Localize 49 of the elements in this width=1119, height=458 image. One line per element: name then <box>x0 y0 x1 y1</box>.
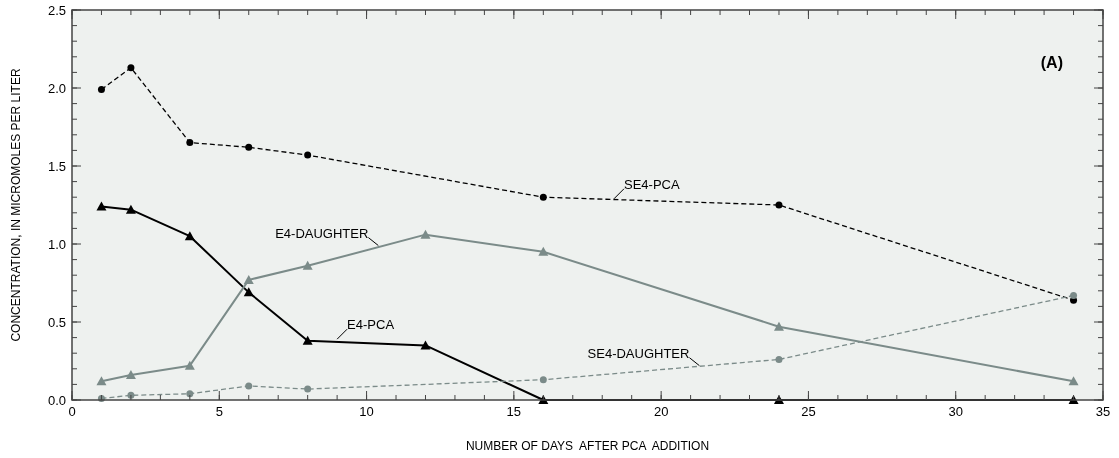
annotation: E4-DAUGHTER <box>275 225 369 241</box>
point <box>420 229 431 239</box>
x-axis-title: NUMBER OF DAYS AFTER PCA ADDITION <box>465 439 710 453</box>
y-tick-label: 1.5 <box>47 158 66 174</box>
y-axis-title: CONCENTRATION, IN MICROMOLES PER LITER <box>9 68 23 342</box>
x-tick-label: 25 <box>801 404 816 419</box>
point <box>96 376 107 386</box>
y-tick-label: 2.0 <box>47 80 66 96</box>
point <box>245 143 253 151</box>
point <box>127 64 135 72</box>
y-tick-label: 0.0 <box>47 392 66 408</box>
x-tick-label: 20 <box>653 404 669 419</box>
point <box>420 340 431 350</box>
point <box>773 321 784 331</box>
point <box>538 246 549 256</box>
x-tick-label: 0 <box>68 404 76 419</box>
annotation: (A) <box>1040 54 1063 71</box>
point <box>539 376 547 384</box>
point <box>775 355 783 363</box>
x-tick-label: 30 <box>948 404 963 419</box>
x-tick-label: 5 <box>215 404 223 419</box>
point <box>243 287 254 297</box>
x-tick-label: 15 <box>506 404 522 419</box>
annotation: SE4-DAUGHTER <box>587 345 690 361</box>
point <box>245 382 253 390</box>
point <box>96 201 107 211</box>
point <box>186 139 194 147</box>
x-tick-label: 35 <box>1095 404 1111 419</box>
point <box>302 260 313 270</box>
annotation: SE4-PCA <box>624 176 680 192</box>
point <box>97 86 105 94</box>
point <box>539 193 547 201</box>
y-tick-label: 0.5 <box>47 314 66 330</box>
point <box>1070 291 1078 299</box>
point <box>125 370 136 380</box>
point <box>186 390 194 398</box>
x-tick-label: 10 <box>359 404 374 419</box>
point <box>304 151 312 159</box>
annotation: E4-PCA <box>347 317 395 333</box>
point <box>775 201 783 209</box>
y-tick-label: 2.5 <box>47 2 66 18</box>
point <box>304 385 312 393</box>
point <box>1068 376 1079 386</box>
y-tick-label: 1.0 <box>47 236 66 252</box>
point <box>302 335 313 345</box>
point <box>184 360 195 370</box>
point <box>184 231 195 241</box>
point <box>243 274 254 284</box>
point <box>125 204 136 214</box>
